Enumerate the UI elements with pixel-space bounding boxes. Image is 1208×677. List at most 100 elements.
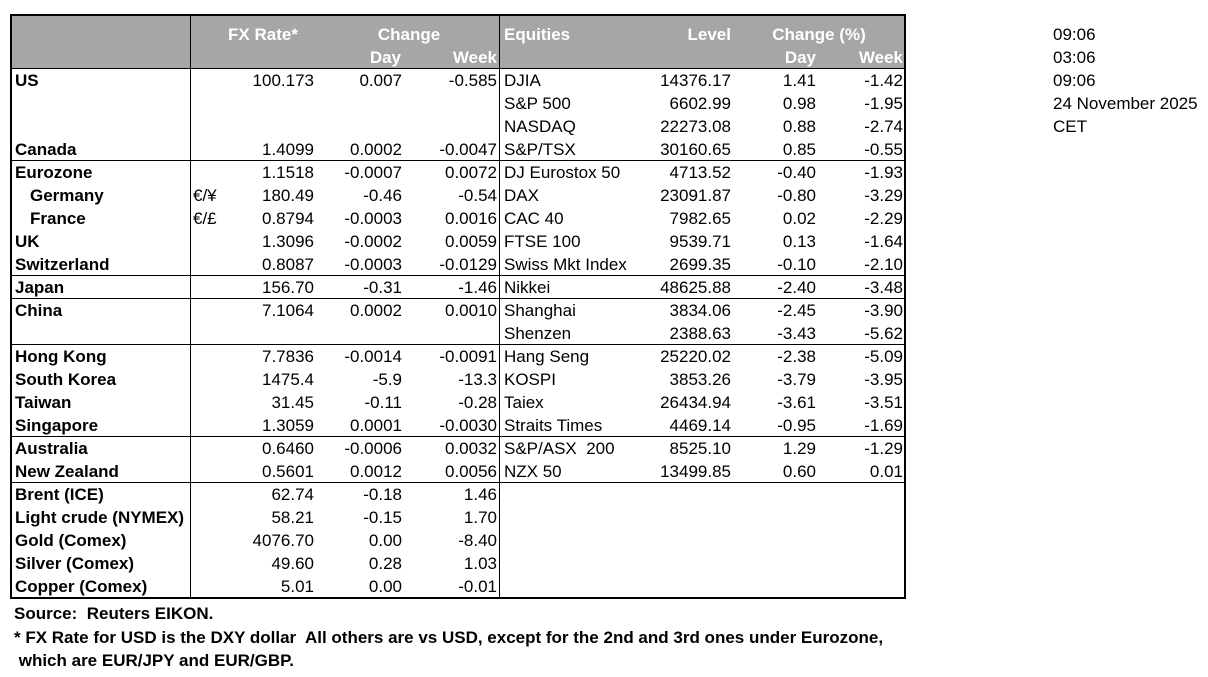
fx-rate: 49.60 (271, 554, 314, 573)
fx-day-change: -0.11 (364, 393, 403, 412)
equity-name: Straits Times (504, 416, 603, 435)
equity-week-change: -3.51 (864, 393, 903, 412)
fx-day-change: -0.0007 (344, 163, 402, 182)
equity-level: 26434.94 (660, 393, 731, 412)
equity-day-change: -2.38 (777, 347, 816, 366)
fx-rate: 100.173 (252, 71, 314, 90)
equity-name: DAX (504, 186, 539, 205)
fx-day-change: 0.0012 (350, 462, 402, 481)
equity-name: DJ Eurostox 50 (504, 163, 621, 182)
fx-rate: 156.70 (262, 278, 314, 297)
fx-rate: 31.45 (271, 393, 314, 412)
row-label: New Zealand (15, 462, 119, 481)
equity-level: 2388.63 (669, 324, 731, 343)
fx-day-change: -0.0014 (344, 347, 402, 366)
fx-day-change: -0.18 (363, 485, 402, 504)
header-cell: Equities (504, 25, 571, 44)
fx-rate: 4076.70 (252, 531, 314, 550)
column-separator (190, 15, 191, 598)
header-cell: Day (784, 48, 816, 67)
row-label: Switzerland (15, 255, 110, 274)
fx-day-change: -0.46 (363, 186, 402, 205)
equity-level: 23091.87 (660, 186, 731, 205)
equity-name: S&P 500 (504, 94, 571, 113)
timestamp: 09:06 (1053, 25, 1096, 44)
fx-rate: 0.5601 (262, 462, 314, 481)
equity-day-change: 0.02 (782, 209, 816, 228)
fx-day-change: -0.0002 (344, 232, 402, 251)
footnote: * FX Rate for USD is the DXY dollar All … (14, 627, 884, 647)
equity-day-change: -2.45 (777, 301, 816, 320)
header-separator (10, 68, 905, 69)
table-border (10, 597, 906, 599)
fx-week-change: 1.70 (463, 508, 497, 527)
equity-day-change: 0.85 (782, 140, 816, 159)
equity-level: 13499.85 (660, 462, 731, 481)
timestamp: 09:06 (1053, 71, 1096, 90)
equity-day-change: -0.10 (777, 255, 816, 274)
equity-level: 22273.08 (660, 117, 731, 136)
equity-level: 6602.99 (669, 94, 731, 113)
equity-name: S&P/ASX 200 (504, 439, 615, 458)
equity-week-change: -1.95 (864, 94, 903, 113)
row-separator (10, 298, 905, 299)
fx-day-change: 0.00 (368, 531, 402, 550)
equity-day-change: 1.41 (782, 71, 816, 90)
row-label: France (30, 209, 86, 228)
equity-name: Nikkei (504, 278, 551, 297)
equity-day-change: -0.80 (777, 186, 816, 205)
header-band (10, 15, 905, 68)
header-cell: Week (452, 48, 497, 67)
fx-day-change: -0.0003 (344, 209, 402, 228)
row-label: Germany (30, 186, 104, 205)
equity-name: Shenzen (504, 324, 572, 343)
equity-week-change: -2.29 (864, 209, 903, 228)
fx-day-change: -0.15 (363, 508, 402, 527)
row-label: Silver (Comex) (15, 554, 135, 573)
timestamp: CET (1053, 117, 1087, 136)
row-label: South Korea (15, 370, 117, 389)
fx-rate: 1.3096 (262, 232, 314, 251)
row-label: China (15, 301, 63, 320)
fx-rate: 58.21 (271, 508, 314, 527)
fx-day-change: 0.0001 (350, 416, 402, 435)
row-label: Australia (15, 439, 88, 458)
fx-week-change: -0.585 (448, 71, 497, 90)
fx-week-change: -8.40 (458, 531, 497, 550)
fx-week-change: 0.0016 (445, 209, 497, 228)
fx-day-change: -0.0003 (344, 255, 402, 274)
row-separator (10, 275, 905, 276)
equity-level: 48625.88 (660, 278, 731, 297)
fx-week-change: 1.46 (463, 485, 497, 504)
equity-week-change: -1.64 (864, 232, 903, 251)
fx-week-change: 0.0059 (445, 232, 497, 251)
header-cell: Level (687, 25, 731, 44)
fx-rate: 7.1064 (262, 301, 314, 320)
fx-day-change: 0.00 (368, 577, 402, 596)
equity-name: FTSE 100 (504, 232, 581, 251)
fx-week-change: 0.0010 (445, 301, 497, 320)
equity-day-change: 0.13 (782, 232, 816, 251)
pair-label: €/¥ (193, 186, 217, 205)
equity-day-change: 1.29 (782, 439, 816, 458)
fx-week-change: -0.0030 (439, 416, 497, 435)
equity-week-change: -2.74 (864, 117, 903, 136)
fx-week-change: 0.0072 (445, 163, 497, 182)
equity-level: 3853.26 (669, 370, 731, 389)
fx-rate: 1.3059 (262, 416, 314, 435)
equity-level: 4469.14 (669, 416, 731, 435)
row-label: Canada (15, 140, 77, 159)
equity-name: S&P/TSX (504, 140, 576, 159)
fx-week-change: -0.01 (458, 577, 497, 596)
equity-level: 25220.02 (660, 347, 731, 366)
row-separator (10, 436, 905, 437)
equity-name: Shanghai (504, 301, 576, 320)
row-label: Light crude (NYMEX) (15, 508, 185, 527)
equity-week-change: -1.29 (864, 439, 903, 458)
fx-rate: 180.49 (262, 186, 314, 205)
row-label: Japan (15, 278, 65, 297)
fx-week-change: -0.54 (458, 186, 497, 205)
row-label: US (15, 71, 39, 90)
fx-day-change: -0.0006 (344, 439, 402, 458)
